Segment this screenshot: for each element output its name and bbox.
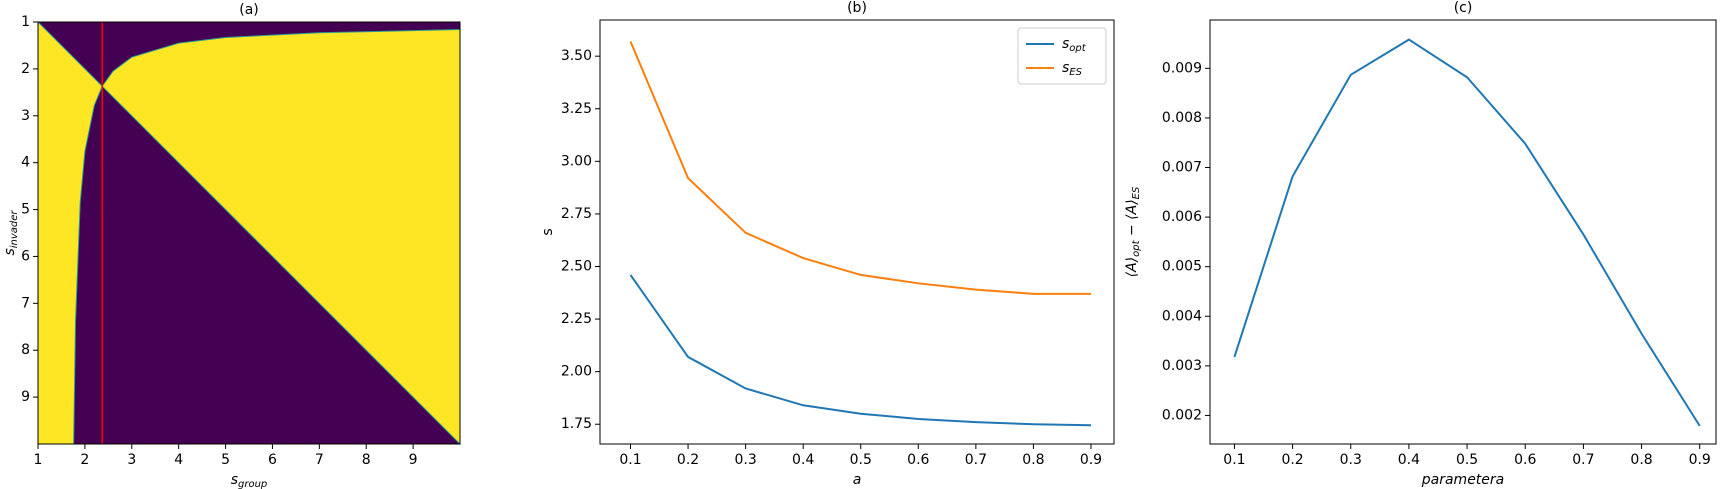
y-tick-label: 0.002 <box>1162 407 1202 423</box>
y-tick-label: 3 <box>21 108 30 124</box>
y-tick-label: 0.003 <box>1162 358 1202 374</box>
line-series <box>629 274 1091 427</box>
x-tick-label: 0.4 <box>792 452 814 468</box>
chart-title: (a) <box>239 2 259 18</box>
x-tick-label: 0.2 <box>677 452 699 468</box>
x-tick-label: 0.5 <box>850 452 872 468</box>
y-tick-label: 3.50 <box>561 48 592 64</box>
y-tick-label: 8 <box>21 342 30 358</box>
y-tick-label: 2.25 <box>561 311 592 327</box>
y-axis-label: sinvader <box>2 210 20 256</box>
x-tick-label: 0.5 <box>1456 452 1478 468</box>
x-tick-label: 0.7 <box>1572 452 1594 468</box>
x-axis-label: sgroup <box>231 472 268 489</box>
axes-frame <box>1209 19 1717 445</box>
x-tick-label: 0.1 <box>619 452 641 468</box>
x-axis-label: a <box>853 472 862 488</box>
legend-label: sopt <box>1062 36 1087 54</box>
y-tick-label: 0.005 <box>1162 259 1202 275</box>
y-tick-label: 0.006 <box>1162 209 1202 225</box>
y-tick-label: 5 <box>21 202 30 218</box>
x-tick-label: 2 <box>80 452 89 468</box>
x-tick-label: 7 <box>315 452 324 468</box>
y-tick-label: 2 <box>21 61 30 77</box>
y-tick-label: 2.00 <box>561 364 592 380</box>
y-tick-label: 2.75 <box>561 206 592 222</box>
x-tick-label: 0.3 <box>1340 452 1362 468</box>
x-tick-label: 0.8 <box>1022 452 1044 468</box>
y-tick-label: 2.50 <box>561 258 592 274</box>
y-tick-label: 4 <box>21 155 30 171</box>
y-tick-label: 3.25 <box>561 101 592 117</box>
x-tick-label: 6 <box>268 452 277 468</box>
x-tick-label: 0.4 <box>1398 452 1420 468</box>
y-tick-label: 3.00 <box>561 153 592 169</box>
y-tick-label: 1 <box>21 14 30 30</box>
y-tick-label: 7 <box>21 295 30 311</box>
legend-label: sES <box>1062 60 1083 78</box>
y-tick-label: 9 <box>21 389 30 405</box>
x-tick-label: 0.2 <box>1281 452 1303 468</box>
x-tick-label: 8 <box>362 452 371 468</box>
x-tick-label: 0.9 <box>1689 452 1711 468</box>
x-tick-label: 0.3 <box>734 452 756 468</box>
chart-title: (c) <box>1454 0 1473 16</box>
line-series <box>629 41 1091 295</box>
y-axis-label: s <box>540 228 556 235</box>
x-tick-label: 0.6 <box>907 452 929 468</box>
y-tick-label: 6 <box>21 248 30 264</box>
y-tick-label: 0.004 <box>1162 308 1202 324</box>
axes-frame <box>37 21 461 445</box>
x-tick-label: 3 <box>127 452 136 468</box>
y-axis-label: ⟨A⟩opt − ⟨A⟩ES <box>1124 186 1142 277</box>
y-tick-label: 0.009 <box>1162 60 1202 76</box>
x-tick-label: 0.8 <box>1630 452 1652 468</box>
x-tick-label: 0.1 <box>1223 452 1245 468</box>
x-tick-label: 0.9 <box>1080 452 1102 468</box>
x-tick-label: 9 <box>409 452 418 468</box>
x-tick-label: 0.6 <box>1514 452 1536 468</box>
x-tick-label: 1 <box>34 452 43 468</box>
x-axis-label: parametera <box>1421 472 1505 488</box>
chart-title: (b) <box>847 0 867 16</box>
y-tick-label: 1.75 <box>561 416 592 432</box>
x-tick-label: 4 <box>174 452 183 468</box>
x-tick-label: 0.7 <box>965 452 987 468</box>
y-tick-label: 0.008 <box>1162 110 1202 126</box>
line-series <box>1233 38 1701 427</box>
x-tick-label: 5 <box>221 452 230 468</box>
y-tick-label: 0.007 <box>1162 160 1202 176</box>
legend-box <box>1017 27 1107 85</box>
axes-frame <box>599 19 1115 445</box>
